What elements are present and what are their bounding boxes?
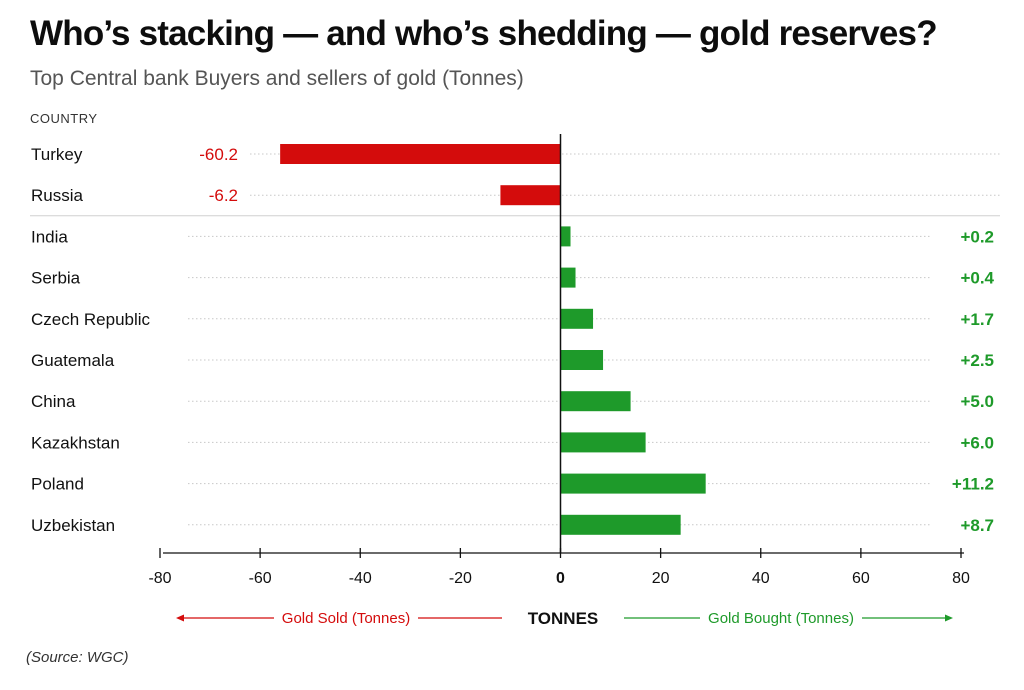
x-tick-label: -20 bbox=[449, 570, 472, 587]
x-tick-label: 60 bbox=[852, 570, 870, 587]
data-label: +0.2 bbox=[960, 227, 994, 246]
x-tick-label: -60 bbox=[249, 570, 272, 587]
data-label: -6.2 bbox=[209, 186, 238, 205]
bar-turkey bbox=[280, 144, 561, 164]
bar-poland bbox=[560, 473, 706, 494]
x-tick-label: 20 bbox=[652, 570, 670, 587]
category-label: China bbox=[31, 392, 76, 411]
data-label: +8.7 bbox=[960, 516, 994, 535]
x-tick-label: 0 bbox=[556, 570, 565, 587]
data-label: +2.5 bbox=[960, 351, 994, 370]
category-label: Guatemala bbox=[31, 351, 115, 370]
x-tick-label: -40 bbox=[349, 570, 372, 587]
bar-uzbekistan bbox=[560, 514, 681, 535]
source-note: (Source: WGC) bbox=[26, 649, 129, 666]
data-label: +6.0 bbox=[960, 433, 994, 452]
category-label: Turkey bbox=[31, 145, 83, 164]
data-label: +5.0 bbox=[960, 392, 994, 411]
x-axis-label: TONNES bbox=[528, 609, 599, 628]
data-label: +1.7 bbox=[960, 310, 994, 329]
category-label: Serbia bbox=[31, 269, 81, 288]
data-label: -60.2 bbox=[199, 145, 238, 164]
bar-china bbox=[560, 391, 631, 412]
category-label: Russia bbox=[31, 186, 84, 205]
data-label: +11.2 bbox=[952, 475, 994, 494]
data-label: +0.4 bbox=[960, 269, 994, 288]
bought-arrow-head bbox=[945, 614, 953, 622]
category-label: Czech Republic bbox=[31, 310, 151, 329]
category-label: Kazakhstan bbox=[31, 433, 120, 452]
x-tick-label: 40 bbox=[752, 570, 770, 587]
category-header: COUNTRY bbox=[30, 111, 98, 126]
bar-serbia bbox=[560, 267, 576, 288]
legend-gold-sold: Gold Sold (Tonnes) bbox=[282, 610, 410, 627]
legend-gold-bought: Gold Bought (Tonnes) bbox=[708, 610, 854, 627]
bar-india bbox=[560, 226, 571, 247]
bar-czech-republic bbox=[560, 308, 594, 329]
bar-russia bbox=[500, 185, 561, 206]
chart-title: Who’s stacking — and who’s shedding — go… bbox=[30, 14, 938, 53]
x-tick-label: -80 bbox=[148, 570, 171, 587]
category-label: Poland bbox=[31, 475, 84, 494]
chart-subtitle: Top Central bank Buyers and sellers of g… bbox=[30, 67, 524, 90]
x-tick-label: 80 bbox=[952, 570, 970, 587]
category-label: India bbox=[31, 227, 68, 246]
category-label: Uzbekistan bbox=[31, 516, 115, 535]
bar-guatemala bbox=[560, 350, 604, 370]
sold-arrow-head bbox=[176, 614, 184, 622]
bar-kazakhstan bbox=[560, 432, 646, 453]
